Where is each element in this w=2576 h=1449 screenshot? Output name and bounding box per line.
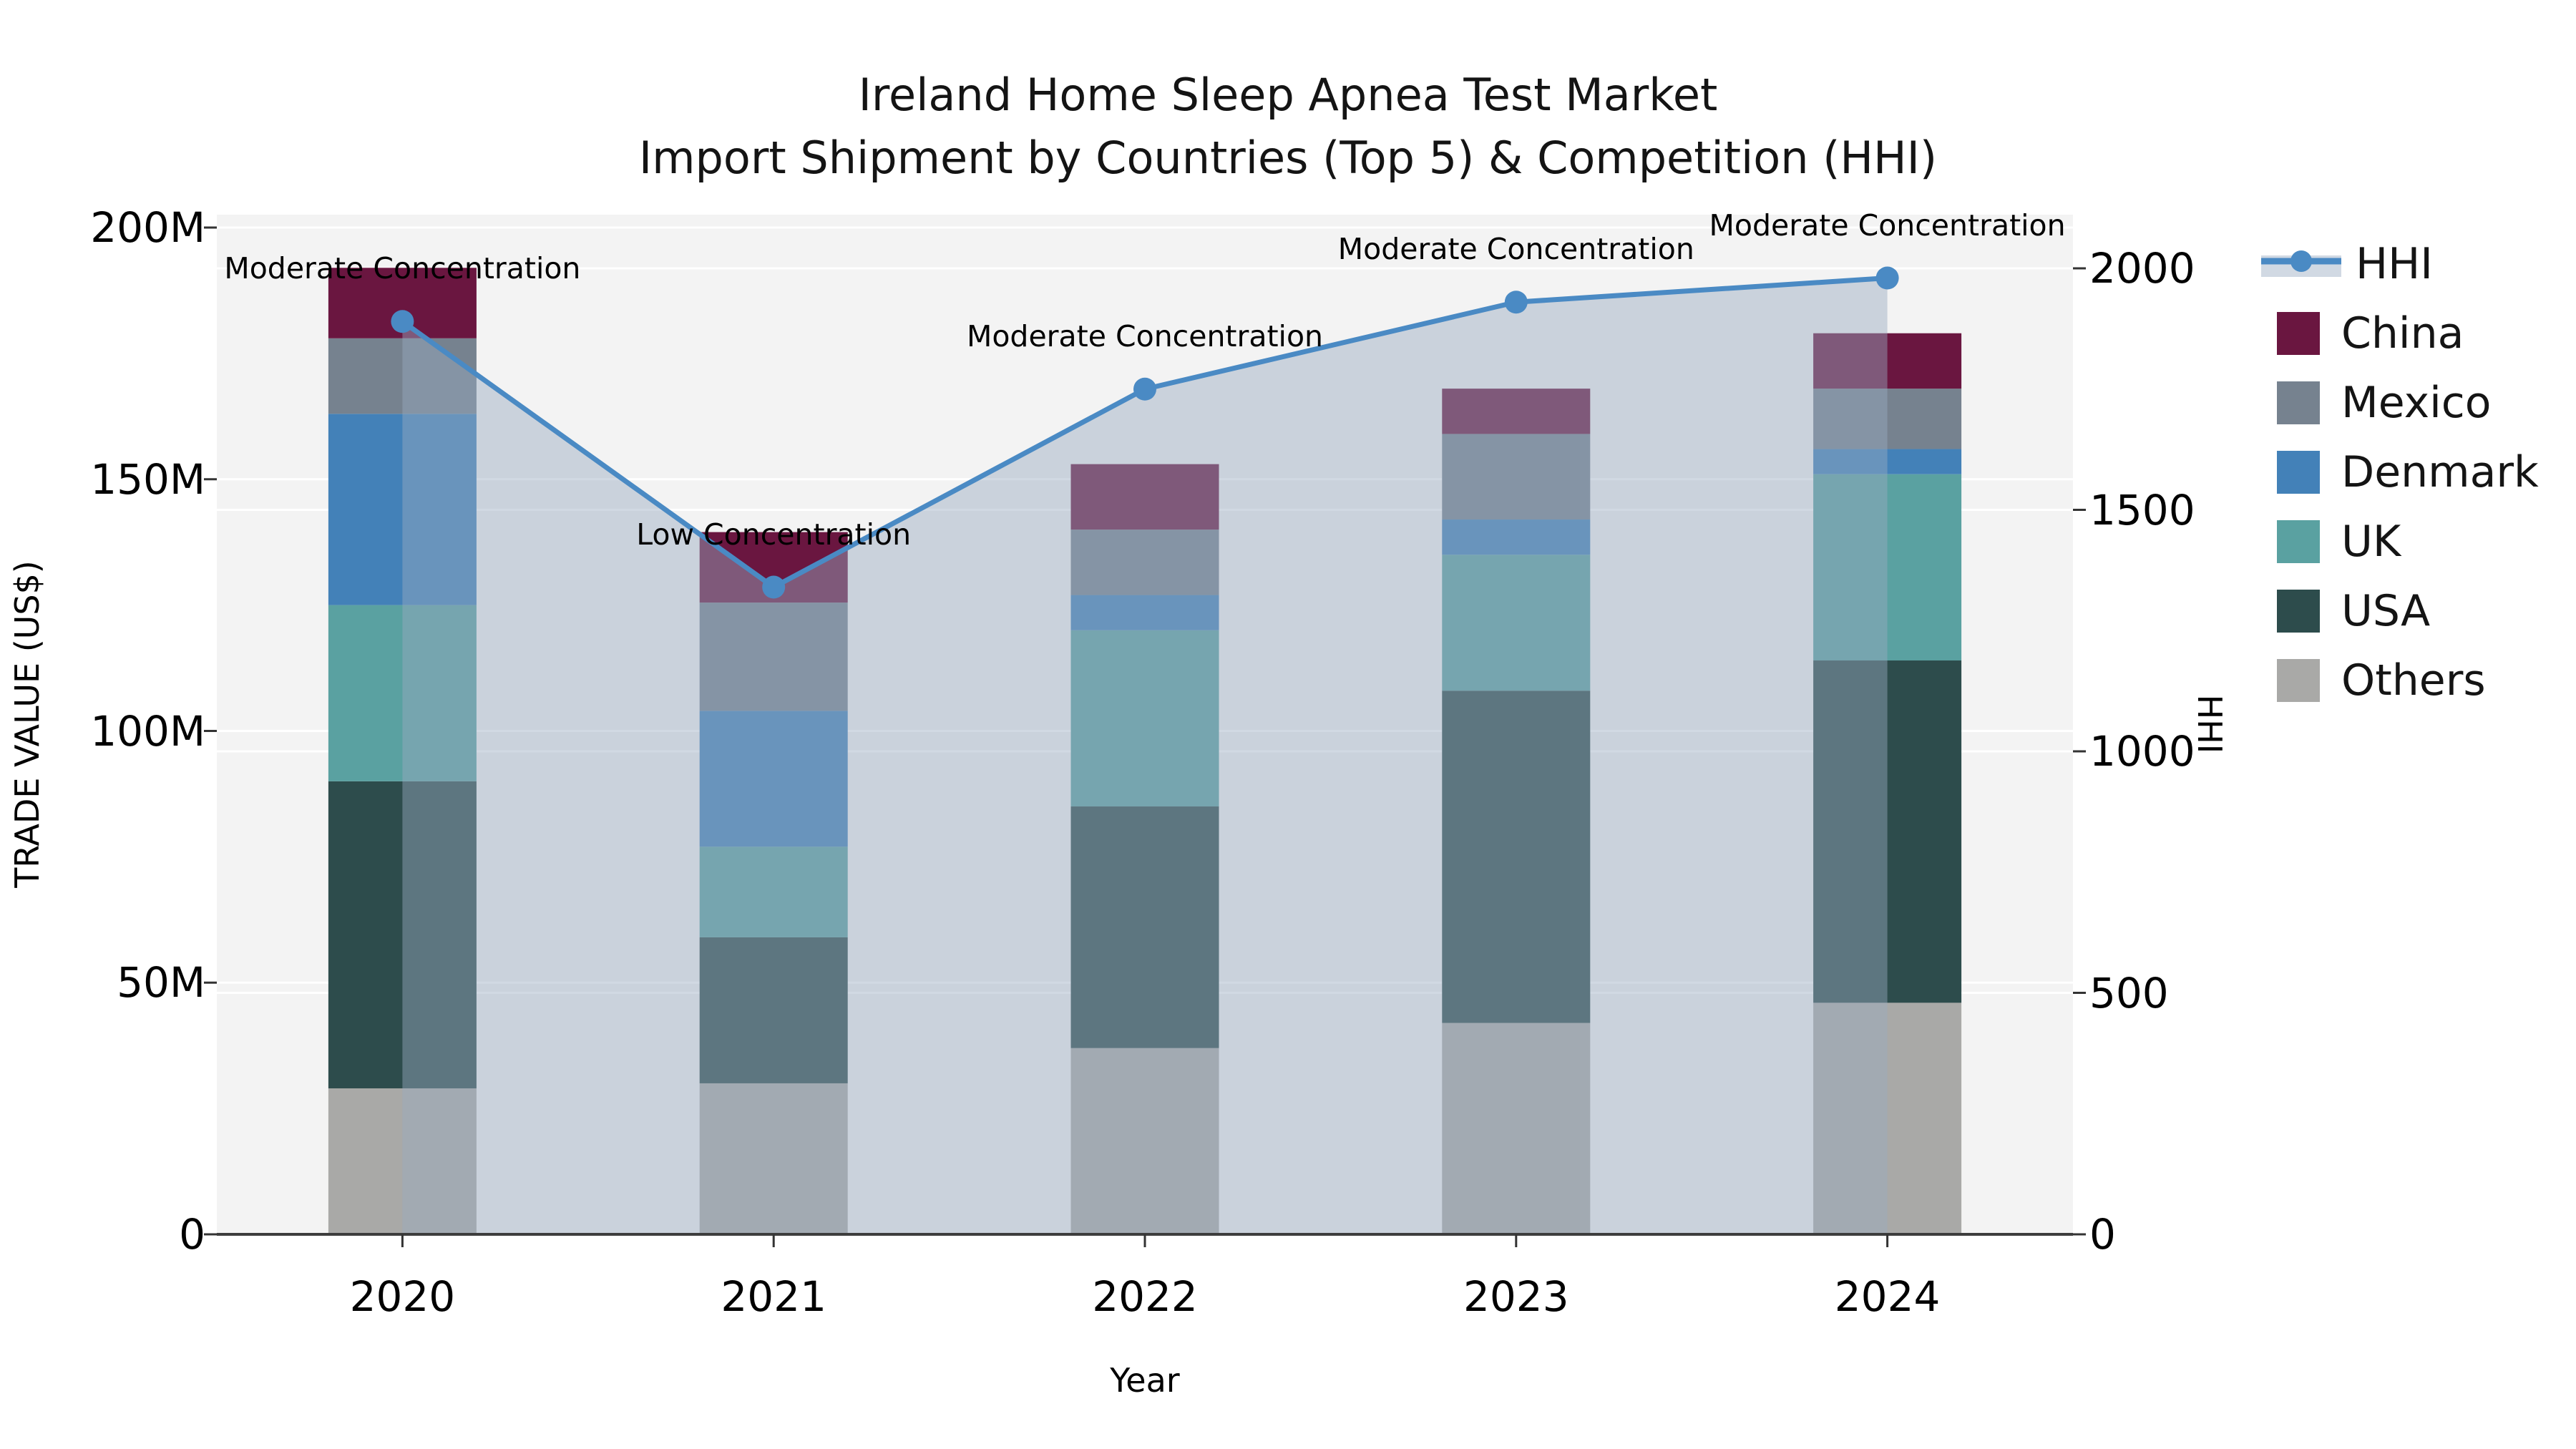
legend-item-denmark: Denmark	[2261, 437, 2539, 507]
hhi-annotation-2020: Moderate Concentration	[224, 251, 581, 286]
legend-label-usa: USA	[2341, 585, 2431, 636]
y-left-tick-label: 0	[179, 1210, 205, 1259]
legend-label-others: Others	[2341, 655, 2486, 706]
x-tick-label-2023: 2023	[1463, 1272, 1569, 1321]
hhi-annotation-2024: Moderate Concentration	[1709, 208, 2066, 243]
bar-segment-uk-2022	[1070, 630, 1219, 807]
bar-segment-uk-2023	[1442, 555, 1591, 691]
legend-label-denmark: Denmark	[2341, 447, 2539, 497]
hhi-marker-2021	[762, 575, 786, 599]
bar-segment-others-2022	[1070, 1048, 1219, 1234]
bar-segment-denmark-2024	[1813, 449, 1962, 474]
hhi-area-fill	[402, 278, 1888, 1234]
legend-item-usa: USA	[2261, 576, 2539, 645]
legend: HHI China Mexico Denmark UK USA Others	[2261, 229, 2539, 715]
bar-segment-mexico-2020	[328, 338, 477, 414]
hhi-annotation-2023: Moderate Concentration	[1337, 232, 1694, 267]
bar-segment-usa-2020	[328, 781, 477, 1088]
hhi-marker-2024	[1875, 266, 1899, 290]
x-tick-label-2022: 2022	[1092, 1272, 1198, 1321]
bar-segment-denmark-2020	[328, 414, 477, 605]
bar-segment-others-2020	[328, 1088, 477, 1234]
legend-item-hhi: HHI	[2261, 229, 2539, 298]
bar-segment-uk-2021	[699, 847, 848, 937]
bar-segment-mexico-2024	[1813, 389, 1962, 449]
legend-swatch-uk	[2277, 519, 2320, 563]
x-axis-label: Year	[1110, 1361, 1180, 1400]
bar-segment-china-2024	[1813, 333, 1962, 389]
legend-label-china: China	[2341, 308, 2464, 358]
bar-segment-uk-2020	[328, 605, 477, 781]
legend-item-mexico: Mexico	[2261, 368, 2539, 437]
bar-segment-usa-2021	[699, 937, 848, 1083]
legend-item-uk: UK	[2261, 507, 2539, 576]
y-left-tick-label: 200M	[90, 203, 205, 252]
legend-item-others: Others	[2261, 645, 2539, 715]
y-right-tick-label: 2000	[2089, 244, 2195, 293]
legend-label-mexico: Mexico	[2341, 377, 2492, 428]
legend-hhi-line-swatch	[2261, 250, 2341, 277]
legend-swatch-others	[2277, 658, 2320, 702]
bar-segment-mexico-2022	[1070, 530, 1219, 595]
legend-label-uk: UK	[2341, 516, 2401, 567]
bar-segment-denmark-2023	[1442, 519, 1591, 555]
chart-title-line1: Ireland Home Sleep Apnea Test Market	[858, 69, 1718, 121]
bar-segment-denmark-2021	[699, 711, 848, 847]
chart-title-line2: Import Shipment by Countries (Top 5) & C…	[638, 132, 1938, 184]
legend-swatch-usa	[2277, 589, 2320, 633]
legend-swatch-mexico	[2277, 381, 2320, 424]
y-left-tick-label: 50M	[117, 958, 205, 1008]
x-tick-label-2021: 2021	[721, 1272, 826, 1321]
bar-segment-others-2024	[1813, 1002, 1962, 1234]
bar-segment-uk-2024	[1813, 474, 1962, 661]
legend-label-hhi: HHI	[2356, 238, 2433, 289]
bar-segment-others-2021	[699, 1083, 848, 1234]
bar-segment-usa-2024	[1813, 660, 1962, 1003]
bar-segment-others-2023	[1442, 1023, 1591, 1234]
bar-segment-usa-2023	[1442, 691, 1591, 1023]
bar-segment-usa-2022	[1070, 806, 1219, 1048]
y-right-tick-label: 1500	[2089, 485, 2195, 535]
hhi-marker-2022	[1133, 377, 1156, 401]
hhi-marker-2020	[391, 310, 414, 333]
y-right-tick-label: 0	[2089, 1210, 2116, 1259]
hhi-annotation-2022: Moderate Concentration	[966, 318, 1324, 353]
y-left-tick-label: 150M	[90, 454, 205, 504]
hhi-marker-2023	[1504, 291, 1528, 314]
bar-segment-denmark-2022	[1070, 595, 1219, 630]
y-left-tick-label: 100M	[90, 706, 205, 756]
bar-segment-china-2023	[1442, 389, 1591, 434]
x-tick-label-2020: 2020	[349, 1272, 456, 1321]
legend-swatch-denmark	[2277, 450, 2320, 494]
y-right-tick-label: 1000	[2089, 727, 2195, 776]
hhi-annotation-2021: Low Concentration	[636, 517, 912, 552]
x-tick-label-2024: 2024	[1834, 1272, 1941, 1321]
bar-segment-mexico-2023	[1442, 434, 1591, 520]
bar-segment-mexico-2021	[699, 602, 848, 711]
legend-swatch-china	[2277, 311, 2320, 355]
legend-item-china: China	[2261, 298, 2539, 368]
y-right-tick-label: 500	[2089, 968, 2169, 1018]
bar-segment-china-2022	[1070, 464, 1219, 530]
